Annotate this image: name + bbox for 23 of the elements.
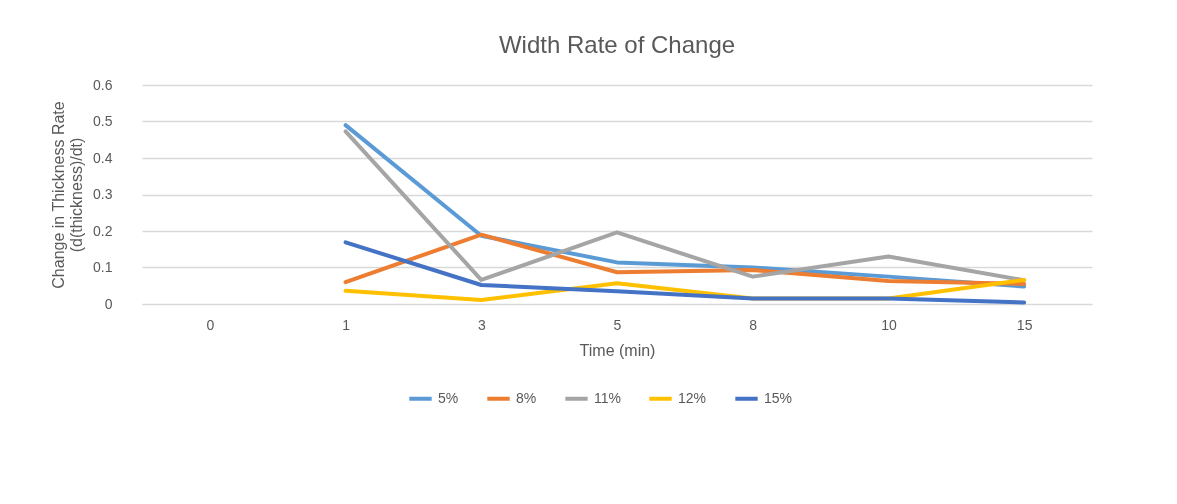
- x-tick-label: 0: [206, 316, 215, 333]
- y-tick-label: 0.3: [93, 186, 113, 202]
- y-axis-title: Change in Thickness Rate (d(thickness)/dt): [50, 101, 86, 289]
- y-tick-label: 0.6: [93, 76, 113, 93]
- legend-label: 11%: [594, 389, 621, 406]
- x-tick-label: 15: [1016, 316, 1033, 333]
- chart-title: Width Rate of Change: [498, 31, 736, 58]
- x-tick-label: 8: [749, 316, 758, 333]
- y-tick-label: 0.4: [93, 149, 113, 166]
- x-axis-title: Time (min): [579, 341, 656, 359]
- x-tick-label: 5: [613, 316, 622, 333]
- legend-label: 15%: [764, 389, 793, 406]
- line-series: [343, 240, 1027, 305]
- legend-label: 5%: [438, 389, 459, 406]
- y-tick-label: 0.1: [93, 259, 113, 275]
- x-tick-label: 3: [477, 316, 486, 333]
- x-tick-label: 1: [342, 316, 351, 333]
- legend-label: 12%: [678, 389, 707, 406]
- y-tick-label: 0.2: [93, 222, 113, 239]
- y-tick-label: 0: [104, 295, 113, 312]
- x-tick-label: 10: [881, 316, 897, 333]
- y-tick-label: 0.5: [93, 113, 113, 129]
- legend-label: 8%: [516, 389, 537, 406]
